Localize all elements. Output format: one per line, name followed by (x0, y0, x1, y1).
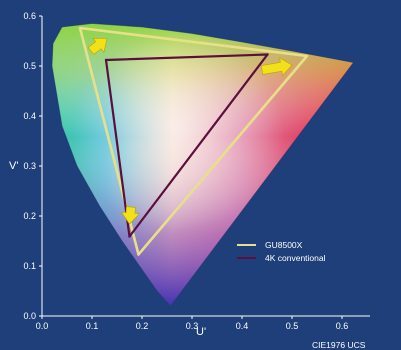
y-tick-label: 0.0 (23, 311, 36, 321)
series-gu8500x-vertex (137, 253, 140, 256)
spectral-locus-outline (51, 23, 355, 307)
x-tick-label: 0.5 (286, 321, 299, 331)
cie-annotation: CIE1976 UCS (312, 340, 366, 350)
series-4k-conventional-vertex (128, 235, 131, 238)
series-gu8500x-vertex (78, 26, 82, 30)
gamut-series (78, 26, 309, 256)
x-tick-label: 0.1 (86, 321, 99, 331)
legend: GU8500X 4K conventional (237, 240, 326, 263)
gamut-shift-arrow (120, 206, 141, 225)
legend-label-4k-conventional: 4K conventional (265, 253, 326, 263)
x-axis-title: U' (196, 326, 206, 338)
series-4k-conventional-vertex (104, 58, 108, 62)
x-ticks: 0.0 0.1 0.2 0.3 0.4 0.5 0.6 (36, 316, 349, 331)
y-tick-label: 0.5 (23, 61, 36, 71)
series-gu8500x-vertex (305, 54, 309, 58)
y-tick-label: 0.1 (23, 261, 36, 271)
x-tick-label: 0.0 (36, 321, 49, 331)
y-tick-label: 0.3 (23, 161, 36, 171)
y-ticks: 0.0 0.1 0.2 0.3 0.4 0.5 0.6 (23, 11, 42, 321)
x-tick-label: 0.2 (136, 321, 149, 331)
legend-label-gu8500x: GU8500X (265, 240, 303, 250)
x-tick-label: 0.6 (336, 321, 349, 331)
y-tick-label: 0.4 (23, 111, 36, 121)
spectral-locus-region (51, 23, 355, 307)
gamut-arrows (87, 37, 293, 225)
series-4k-conventional-vertex (266, 53, 269, 56)
gamut-shift-arrow (87, 37, 108, 55)
x-tick-label: 0.4 (236, 321, 249, 331)
x-tick-label: 0.3 (186, 321, 199, 331)
y-tick-label: 0.6 (23, 11, 36, 21)
gamut-shift-arrow (260, 57, 293, 77)
spectral-locus-glow (52, 23, 354, 306)
series-4k-conventional-triangle (104, 53, 269, 238)
y-tick-label: 0.2 (23, 211, 36, 221)
y-axis-title: V' (9, 160, 18, 172)
series-gu8500x-triangle (78, 26, 309, 256)
